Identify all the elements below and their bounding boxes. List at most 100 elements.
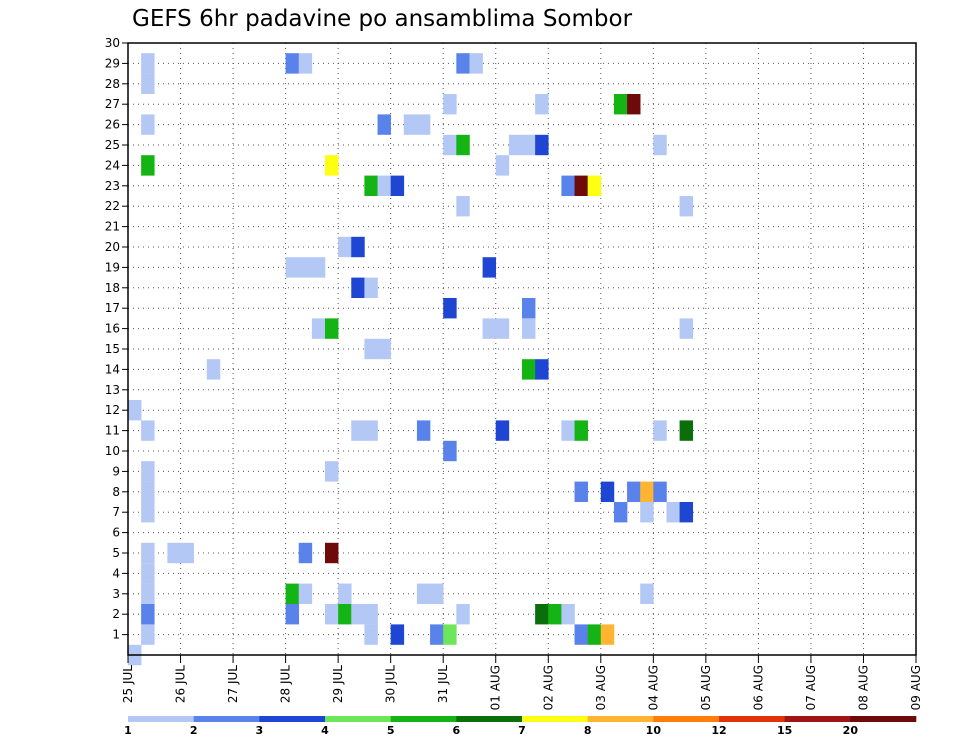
y-tick-label: 1 [112,628,120,642]
data-cell [141,420,155,441]
legend-label: 4 [321,724,329,737]
data-cell [206,359,221,380]
y-tick-label: 27 [105,97,120,111]
chart-title: GEFS 6hr padavine po ansamblima Sombor [132,6,633,32]
data-cell [364,604,378,625]
data-cell [495,420,510,441]
data-cell [574,420,588,441]
data-cell [416,114,431,135]
data-cell [653,481,667,502]
data-cell [338,236,352,258]
legend-swatch [259,716,326,722]
data-cell [561,175,575,196]
data-cell [141,114,155,135]
legend-label: 5 [387,724,395,737]
data-cell [574,624,588,645]
data-cell [311,318,326,339]
legend-swatch [390,716,457,722]
data-cell [443,298,457,319]
data-cell [364,277,378,298]
x-tick-label: 07 AUG [804,665,818,710]
data-cell [141,481,155,502]
y-tick-label: 5 [112,546,120,560]
y-tick-label: 24 [105,158,120,172]
data-cell [180,542,194,564]
data-cell [364,338,378,360]
data-cell [141,583,155,604]
legend-swatch [522,716,588,722]
data-cell [443,94,457,115]
data-cell [364,175,378,196]
data-cell [561,604,575,625]
data-cell [482,318,497,339]
data-cell [364,624,378,645]
data-cell [403,114,418,135]
data-cell [456,604,470,625]
y-tick-label: 15 [105,342,120,356]
data-cell [325,542,339,564]
y-tick-label: 12 [105,403,120,417]
x-tick-label: 31 JUL [436,665,450,703]
grid-lines [128,43,916,655]
data-cell [285,257,300,278]
data-cell [640,481,654,502]
data-cells [128,53,694,666]
data-cell [364,420,378,441]
data-cell [298,53,313,74]
legend-swatch [325,716,391,722]
data-cell [574,481,588,502]
data-cell [351,420,365,441]
data-cell [679,196,694,217]
data-cell [298,257,313,278]
data-cell [653,420,667,441]
y-tick-label: 22 [105,199,120,213]
data-cell [469,53,483,74]
legend-label: 2 [190,724,198,737]
data-cell [141,73,155,94]
legend-swatch [784,716,851,722]
data-cell [587,624,602,645]
y-axis: 1234567891011121314151617181920212223242… [105,36,128,642]
legend-swatch [850,716,917,722]
legend-swatch [587,716,654,722]
y-tick-label: 9 [112,464,120,478]
y-tick-label: 23 [105,179,120,193]
data-cell [535,134,549,156]
legend-label: 1 [124,724,132,737]
legend-label: 10 [646,724,662,737]
data-cell [640,583,654,604]
data-cell [627,94,641,115]
x-tick-label: 02 AUG [541,665,555,710]
legend-label: 15 [777,724,792,737]
y-tick-label: 8 [112,485,120,499]
data-cell [522,318,536,339]
y-tick-label: 6 [112,526,120,540]
data-cell [430,583,444,604]
data-cell [627,481,641,502]
y-tick-label: 14 [105,362,120,376]
data-cell [653,134,667,156]
x-tick-label: 29 JUL [331,665,345,703]
data-cell [285,583,300,604]
data-cell [443,624,457,645]
y-tick-label: 19 [105,260,120,274]
data-cell [141,624,155,645]
y-tick-label: 17 [105,301,120,315]
data-cell [298,583,313,604]
data-cell [430,624,444,645]
y-tick-label: 16 [105,322,120,336]
data-cell [285,604,300,625]
data-cell [574,175,588,196]
data-cell [587,175,602,196]
data-cell [141,542,155,564]
legend-label: 12 [711,724,726,737]
legend-swatch [456,716,523,722]
x-tick-label: 09 AUG [909,665,923,710]
data-cell [522,134,536,156]
data-cell [613,502,628,523]
legend-label: 6 [453,724,461,737]
data-cell [377,175,391,196]
data-cell [325,155,339,176]
data-cell [535,604,549,625]
y-tick-label: 28 [105,77,120,91]
